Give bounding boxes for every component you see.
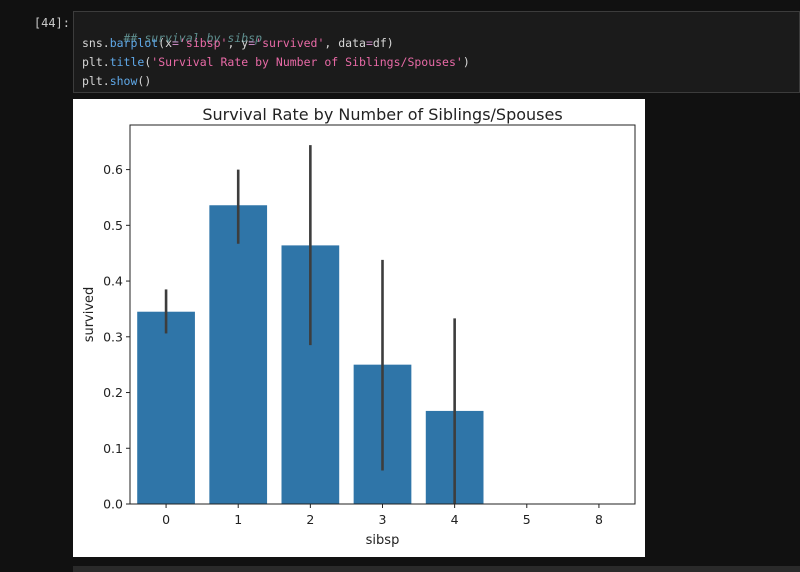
x-tick-label: 2 — [306, 512, 314, 527]
x-axis-label: sibsp — [366, 533, 400, 548]
code-token: plt. — [82, 55, 110, 69]
code-token: sns. — [82, 36, 110, 50]
code-token: , y — [227, 36, 249, 50]
code-token: plt. — [82, 74, 110, 88]
code-line-4: plt.show() — [82, 74, 151, 88]
cell-output: Survival Rate by Number of Siblings/Spou… — [73, 99, 645, 557]
code-token-function: show — [109, 74, 138, 88]
code-comment: ## survival by sibsp — [123, 31, 263, 45]
y-tick-label: 0.4 — [103, 274, 123, 289]
y-axis-label: survived — [82, 287, 97, 343]
code-token-string: 'survived' — [255, 36, 325, 50]
x-tick-label: 0 — [162, 512, 170, 527]
code-token: , data — [324, 36, 366, 50]
bar-1 — [209, 205, 268, 504]
x-tick-label: 1 — [234, 512, 242, 527]
code-token-string: 'Survival Rate by Number of Siblings/Spo… — [151, 55, 463, 69]
code-token: df) — [372, 36, 394, 50]
y-tick-label: 0.6 — [103, 162, 123, 177]
code-line-3: plt.title('Survival Rate by Number of Si… — [82, 55, 470, 69]
code-token-function: barplot — [109, 36, 159, 50]
code-token-operator: = — [248, 36, 256, 50]
code-cell[interactable]: ## survival by sibsp sns.barplot(x='sibs… — [73, 11, 800, 93]
bar-chart: Survival Rate by Number of Siblings/Spou… — [82, 105, 636, 548]
code-token: ) — [462, 55, 470, 69]
code-token: ( — [144, 55, 152, 69]
y-tick-label: 0.3 — [103, 329, 123, 344]
code-token-operator: = — [172, 36, 179, 50]
code-token-string: 'sibsp' — [178, 36, 228, 50]
y-tick-label: 0.0 — [103, 497, 123, 512]
next-cell-edge — [73, 566, 800, 572]
code-token: (x — [158, 36, 173, 50]
y-tick-label: 0.2 — [103, 385, 123, 400]
chart-title: Survival Rate by Number of Siblings/Spou… — [202, 105, 562, 124]
x-tick-label: 3 — [379, 512, 387, 527]
x-tick-label: 5 — [523, 512, 531, 527]
code-token: () — [137, 74, 152, 88]
x-tick-label: 4 — [451, 512, 459, 527]
x-tick-label: 8 — [595, 512, 603, 527]
execution-count: [44]: — [33, 16, 70, 30]
code-token-function: title — [109, 55, 145, 69]
y-tick-label: 0.1 — [103, 441, 123, 456]
code-line-1: ## survival by sibsp — [82, 17, 262, 59]
bar-0 — [137, 311, 195, 504]
code-line-2: sns.barplot(x='sibsp', y='survived', dat… — [82, 36, 394, 50]
code-token-operator: = — [365, 36, 373, 50]
y-tick-label: 0.5 — [103, 218, 123, 233]
